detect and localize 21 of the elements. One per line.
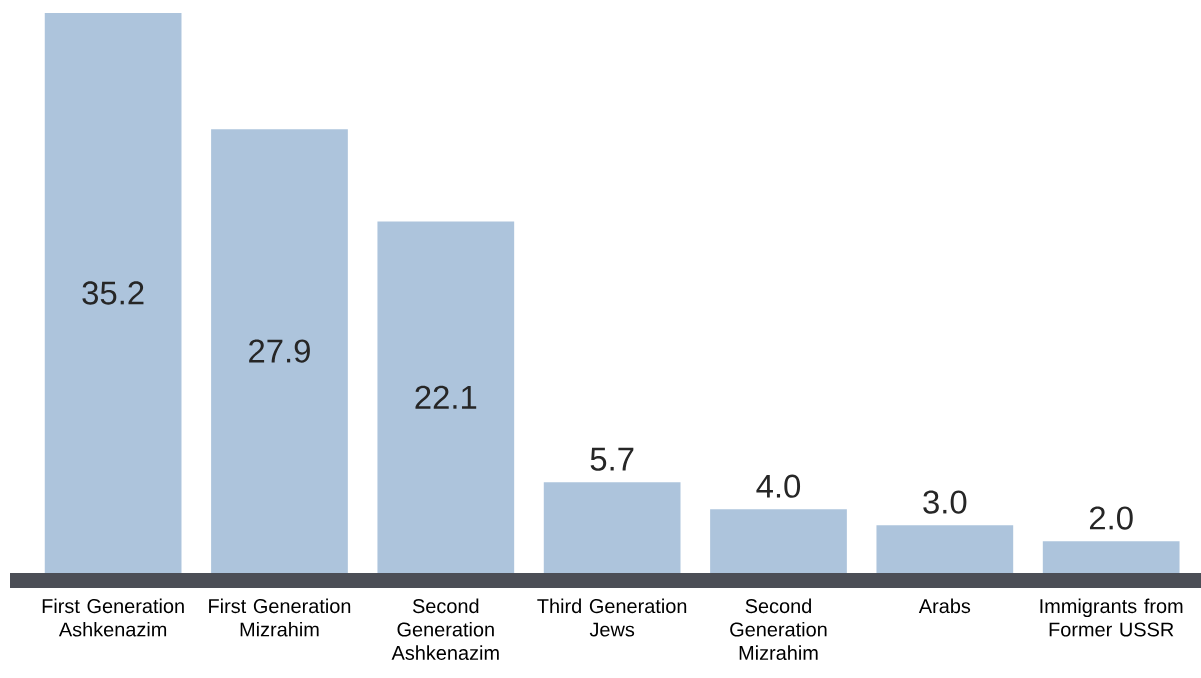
x-tick-label: Second Generation Mizrahim bbox=[730, 598, 827, 660]
x-tick-label: First Generation Ashkenazim bbox=[42, 598, 184, 637]
x-tick-label: First Generation Mizrahim bbox=[209, 598, 351, 637]
bar bbox=[543, 482, 681, 573]
bar bbox=[44, 12, 182, 573]
data-label: 27.9 bbox=[249, 339, 310, 363]
x-tick-label: Arabs bbox=[918, 598, 971, 614]
data-label: 4.0 bbox=[756, 474, 801, 498]
x-tick-label: Immigrants from Former USSR bbox=[1040, 598, 1183, 637]
x-tick-label: Second Generation Ashkenazim bbox=[391, 598, 499, 660]
bar bbox=[710, 509, 847, 573]
data-label: 35.2 bbox=[82, 281, 144, 305]
data-label: 2.0 bbox=[1089, 506, 1133, 530]
x-tick-label: Third Generation Jews bbox=[537, 598, 687, 637]
data-label: 5.7 bbox=[590, 447, 634, 471]
bar bbox=[1042, 541, 1180, 573]
bar bbox=[211, 129, 348, 573]
data-label: 22.1 bbox=[415, 385, 477, 409]
bar bbox=[876, 525, 1014, 573]
bar bbox=[377, 221, 515, 573]
data-label: 3.0 bbox=[923, 490, 967, 514]
